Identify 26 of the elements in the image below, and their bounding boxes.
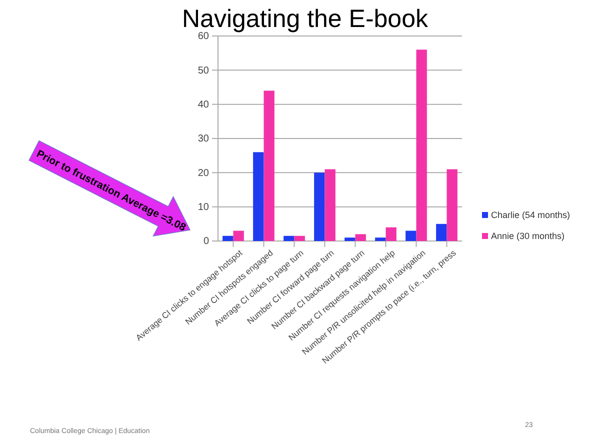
y-tick-label: 50 xyxy=(198,65,210,76)
bar xyxy=(406,230,416,241)
bar xyxy=(294,236,305,241)
bar xyxy=(324,169,336,241)
bar xyxy=(284,236,294,241)
bar xyxy=(264,90,274,241)
bar xyxy=(386,227,396,241)
bar xyxy=(416,50,427,241)
bar xyxy=(233,230,244,241)
y-tick-label: 20 xyxy=(198,168,210,179)
y-tick-label: 40 xyxy=(198,100,210,111)
chart-title: Navigating the E-book xyxy=(182,5,428,33)
legend-label: Annie (30 months) xyxy=(491,231,565,241)
y-tick-label: 60 xyxy=(198,31,210,42)
legend-label: Charlie (54 months) xyxy=(491,210,570,220)
bar xyxy=(355,234,366,241)
bar xyxy=(253,152,264,241)
y-tick-label: 0 xyxy=(203,236,210,248)
bar xyxy=(314,172,325,241)
bar xyxy=(222,236,234,241)
y-tick-label: 30 xyxy=(198,134,210,145)
bar xyxy=(436,224,447,241)
y-tick-label: 10 xyxy=(198,202,210,214)
bar xyxy=(375,238,386,241)
bar xyxy=(344,238,356,241)
bar xyxy=(446,169,458,241)
